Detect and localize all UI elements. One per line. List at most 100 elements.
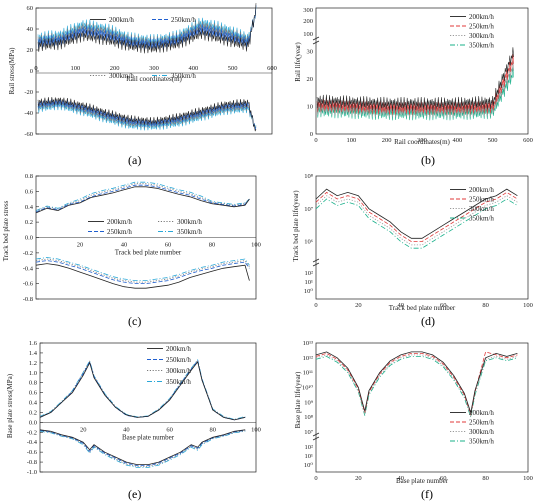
y-tick-label: 0.4 — [29, 400, 38, 407]
x-tick-label: 300 — [149, 65, 159, 72]
legend-label: 300km/h — [469, 205, 494, 213]
y-tick-label: 0.2 — [25, 219, 33, 226]
panel-label-d: (d) — [421, 314, 435, 328]
x-tick-label: 300 — [417, 137, 427, 144]
series-line-upper — [37, 4, 257, 51]
series-line-lower — [35, 258, 250, 283]
y-tick-label: 10⁸ — [304, 173, 314, 180]
y-tick-label: 10⁷ — [304, 429, 313, 436]
series-line — [315, 354, 518, 418]
plot-frame — [315, 7, 529, 135]
x-axis-label: Rail coordinates(m) — [394, 138, 450, 146]
y-tick-label: 0.6 — [29, 390, 38, 397]
x-tick-label: 100 — [523, 302, 533, 309]
y-tick-label: -0.4 — [23, 265, 34, 272]
y-tick-label: 0 — [30, 68, 33, 75]
y-tick-label: 10¹¹ — [303, 370, 313, 377]
y-tick-label: -0.6 — [27, 449, 38, 456]
y-tick-label: 10⁹ — [304, 399, 314, 406]
series-line — [315, 195, 518, 246]
y-axis-label: Rail life(year) — [294, 42, 302, 82]
legend-label: 200km/h — [469, 186, 494, 194]
x-axis-label: Rail coordinates(m) — [126, 75, 182, 83]
series-line-upper — [37, 5, 257, 49]
y-axis-label: Track bed plate stress — [2, 200, 10, 261]
y-tick-label: -0.6 — [23, 281, 34, 288]
y-axis-label: Rail stress(MPa) — [8, 47, 16, 95]
legend-label: 250km/h — [107, 228, 132, 236]
series-line — [316, 47, 514, 111]
y-tick-label: 10⁶ — [304, 239, 313, 246]
y-tick-label: -40 — [24, 110, 33, 117]
series-line-lower — [35, 263, 250, 289]
y-axis-label: Track bed plate life(year) — [292, 190, 300, 262]
y-tick-label: 1.2 — [29, 360, 37, 367]
y-tick-label: 10² — [305, 270, 314, 277]
y-tick-label: 1.4 — [29, 350, 38, 357]
legend-label: 300km/h — [177, 218, 202, 226]
series-line — [315, 191, 518, 243]
panel-label-e: (e) — [128, 487, 142, 501]
y-tick-label: 10¹ — [305, 279, 314, 286]
legend-label: 200km/h — [469, 13, 494, 21]
series-line — [315, 351, 518, 416]
y-tick-label: 0.0 — [29, 419, 37, 426]
x-tick-label: 500 — [228, 65, 238, 72]
series-line — [315, 355, 518, 419]
panel-d-chart: 10⁶ 10⁷ 10⁸ 10⁰ 10¹ 10² 0 20 40 60 80 100 Track bed … — [292, 173, 533, 312]
y-tick-label: -0.4 — [27, 439, 38, 446]
y-tick-label: -0.2 — [27, 429, 37, 436]
series-line-lower — [35, 257, 250, 282]
x-axis-label: Track bed plate number — [115, 249, 182, 257]
legend-label: 350km/h — [171, 72, 196, 80]
x-tick-label: 600 — [523, 137, 533, 144]
series-line-upper — [35, 184, 250, 213]
axis-break-mark — [312, 258, 320, 263]
x-tick-label: 60 — [165, 242, 172, 249]
y-tick-label: 0.2 — [29, 409, 37, 416]
series-line-upper — [35, 186, 250, 214]
panel-label-b: (b) — [421, 153, 435, 167]
y-tick-label: 0.0 — [25, 235, 33, 242]
y-tick-label: 20 — [307, 76, 314, 83]
x-tick-label: 0 — [314, 475, 317, 482]
x-tick-label: 80 — [209, 242, 216, 249]
x-tick-label: 200 — [110, 65, 120, 72]
axis-break-mark — [312, 432, 320, 437]
y-axis-label: Base plate life(year) — [294, 371, 302, 428]
y-tick-label: 0.4 — [25, 204, 34, 211]
plot-frame — [315, 175, 529, 300]
axis-break-mark — [312, 262, 320, 267]
y-tick-label: 10¹² — [303, 355, 313, 362]
x-tick-label: 40 — [398, 475, 405, 482]
x-tick-label: 80 — [210, 426, 217, 433]
y-tick-label: 10⁰ — [304, 288, 314, 295]
series-line — [315, 188, 518, 239]
panel-label-c: (c) — [128, 314, 142, 328]
x-tick-label: 60 — [440, 475, 447, 482]
legend-label: 200km/h — [166, 345, 191, 353]
x-tick-label: 20 — [80, 426, 87, 433]
series-line-upper — [39, 358, 246, 420]
series-line-lower — [39, 430, 246, 468]
panel-e-chart: -1.0 -0.8 -0.6 -0.4 -0.2 0.0 0.2 0.4 0.6 0.8 1.0 1.… — [6, 340, 261, 476]
y-tick-label: 0.6 — [25, 188, 34, 195]
y-tick-label: 1.0 — [29, 370, 37, 377]
y-tick-label: 20 — [27, 47, 34, 54]
x-tick-label: 600 — [267, 65, 277, 72]
x-tick-label: 20 — [77, 242, 84, 249]
legend-label: 250km/h — [469, 196, 494, 204]
y-tick-label: 10² — [305, 444, 314, 451]
series-line — [315, 351, 518, 415]
y-tick-label: 0 — [310, 131, 313, 138]
panel-f-chart: 10⁷ 10⁸ 10⁹ 10¹⁰ 10¹¹ 10¹² 10¹³ 10⁰ 10¹ 10² 0 20 40 6… — [294, 340, 533, 485]
y-tick-label: 10 — [307, 104, 314, 111]
legend-label: 300km/h — [166, 367, 191, 375]
x-axis-label: Track bed plate number — [389, 304, 456, 312]
y-tick-label: 40 — [27, 26, 34, 33]
series-line-lower — [35, 260, 250, 285]
legend-label: 350km/h — [469, 42, 494, 50]
legend-label: 350km/h — [469, 215, 494, 223]
